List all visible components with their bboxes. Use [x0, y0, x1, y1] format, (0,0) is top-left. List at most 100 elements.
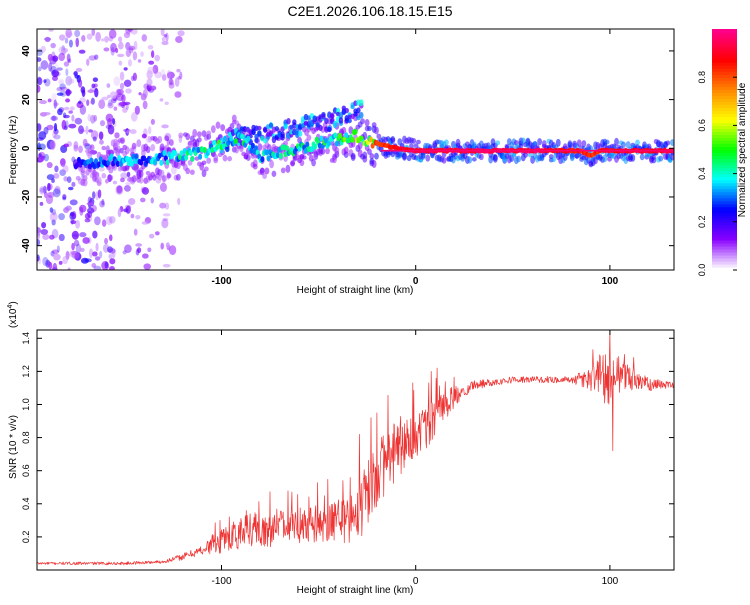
ridge-halo [99, 139, 104, 145]
branch-blob [338, 111, 344, 119]
ridge-halo [131, 175, 137, 183]
noise-blob [150, 197, 154, 204]
noise-blob [117, 208, 122, 218]
colorbar-ticks: 0.0 0.2 0.4 0.6 0.8 [697, 71, 737, 276]
noise-blob [39, 201, 44, 206]
noise-blob [65, 98, 71, 103]
noise-blob [86, 99, 90, 106]
ridge-halo [569, 153, 575, 162]
ridge-halo [614, 137, 619, 146]
colorbar-strip [712, 32, 737, 36]
colorbar-strip [712, 242, 737, 247]
noise-blob [179, 71, 183, 80]
ridge-halo [455, 138, 461, 148]
noise-blob [89, 248, 94, 258]
noise-blob [60, 86, 68, 90]
noise-blob [146, 78, 153, 86]
noise-blob [168, 79, 174, 86]
noise-blob [119, 82, 125, 90]
noise-blob [125, 182, 131, 186]
branch-blob [321, 113, 326, 120]
noise-blob [162, 217, 169, 221]
branch-blob [344, 107, 349, 114]
colorbar-strip [712, 68, 737, 72]
noise-blob [118, 36, 123, 43]
noise-blob [94, 54, 99, 60]
branch-blob [329, 112, 335, 120]
ridge-halo [189, 169, 195, 175]
noise-blob [51, 178, 55, 184]
noise-blob [143, 83, 150, 90]
ridge-core [173, 150, 178, 157]
ridge-core [319, 135, 324, 142]
noise-blob [88, 55, 97, 61]
noise-blob [101, 96, 109, 101]
noise-blob [108, 29, 117, 39]
ridge-halo [443, 139, 449, 146]
ridge-halo [168, 139, 174, 146]
ridge-halo [108, 167, 114, 174]
ridge-halo [371, 159, 377, 169]
ridge-core [109, 153, 114, 160]
noise-blob [59, 34, 66, 41]
noise-blob [75, 67, 83, 72]
noise-blob [97, 189, 102, 199]
ridge-halo [371, 122, 377, 128]
colorbar-strip [712, 248, 737, 253]
noise-blob [37, 142, 41, 152]
noise-blob [78, 125, 84, 135]
noise-blob [37, 77, 43, 86]
noise-blob [99, 200, 105, 208]
noise-blob [99, 120, 106, 127]
colorbar-strip [712, 221, 737, 226]
ridge-halo [157, 135, 163, 144]
noise-blob [49, 234, 55, 240]
branch-blob [274, 126, 280, 131]
colorbar-strip [712, 29, 737, 33]
noise-blob [66, 176, 72, 183]
noise-blob [148, 60, 155, 65]
branch-blob [324, 117, 329, 124]
noise-blob [65, 89, 72, 95]
noise-blob [108, 216, 116, 224]
ridge-core [285, 145, 290, 152]
noise-blob [154, 71, 162, 79]
ridge-halo [138, 169, 144, 178]
noise-blob [104, 35, 109, 43]
spectrogram-frame [36, 28, 675, 271]
noise-blob [67, 186, 74, 191]
noise-blob [75, 219, 81, 229]
ridge-halo [222, 154, 228, 162]
noise-blob [68, 78, 75, 84]
colorbar-strip [712, 35, 737, 39]
noise-blob [118, 102, 127, 107]
noise-blob [48, 62, 53, 72]
colorbar: 0.0 0.2 0.4 0.6 0.8 Normalized spectral ampl… [697, 29, 748, 276]
noise-blob [148, 233, 155, 239]
snr-series-line [37, 330, 674, 566]
noise-blob [89, 100, 94, 105]
noise-blob [127, 29, 133, 32]
noise-blob [123, 185, 131, 192]
noise-blob [48, 29, 54, 32]
noise-blob [118, 60, 123, 66]
noise-blob [45, 195, 54, 205]
noise-blob [159, 98, 164, 102]
noise-blob [44, 78, 51, 87]
noise-blob [37, 239, 41, 246]
noise-blob [106, 83, 111, 88]
y-tick-label: 20 [21, 94, 32, 106]
noise-blob [108, 36, 114, 42]
noise-blob [141, 34, 148, 42]
noise-blob [72, 233, 79, 237]
ridge-halo [651, 157, 657, 164]
noise-blob [58, 233, 65, 242]
colorbar-strip [712, 164, 737, 169]
colorbar-tick-label: 0.0 [697, 264, 707, 277]
noise-blob [128, 59, 132, 67]
noise-blob [58, 79, 65, 85]
ridge-core [317, 142, 322, 149]
colorbar-strip [712, 95, 737, 99]
ridge-halo [252, 163, 258, 170]
